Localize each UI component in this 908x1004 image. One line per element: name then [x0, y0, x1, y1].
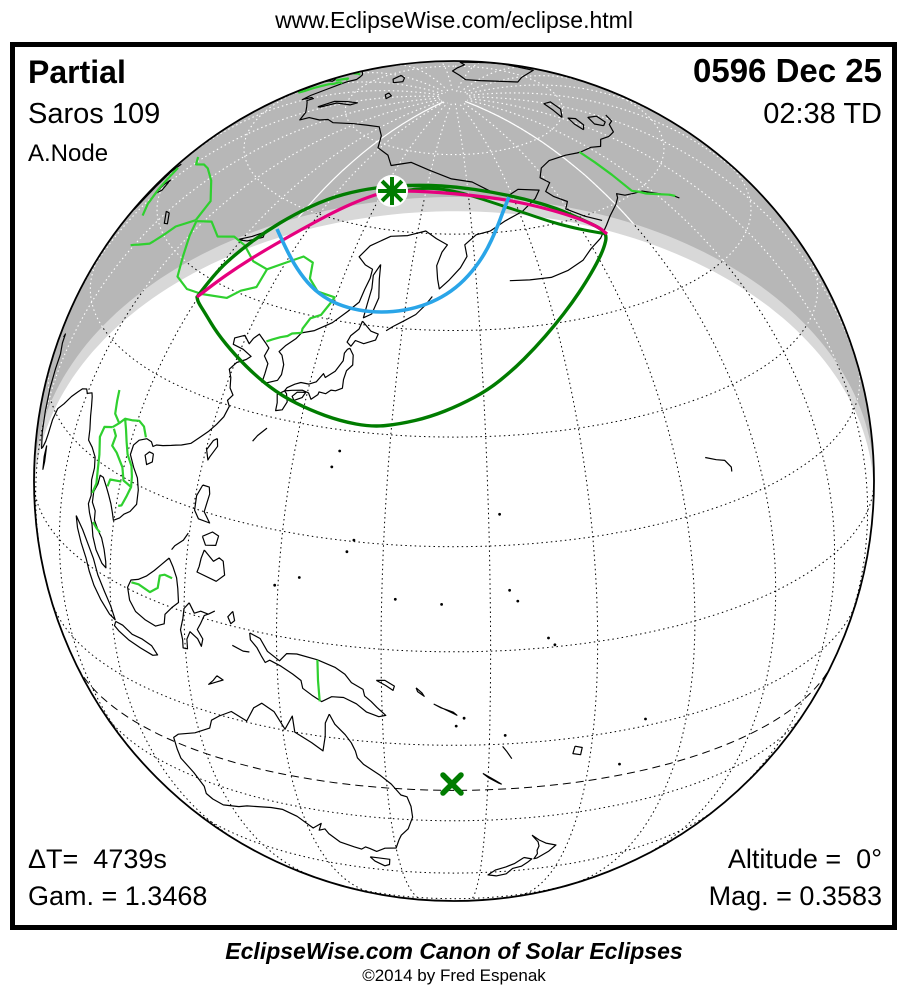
- island-speck: [345, 550, 349, 554]
- subsolar-point-marker: [440, 772, 464, 796]
- island-speck: [462, 716, 466, 720]
- island-speck: [547, 636, 550, 640]
- globe-disc: [34, 61, 874, 901]
- node-label: A.Node: [28, 140, 109, 167]
- globe-layers: [34, 61, 874, 901]
- delta-t-value: ΔT= 4739s: [28, 844, 167, 874]
- gamma-value: Gam. = 1.3468: [28, 881, 208, 911]
- eclipse-date-label: 0596 Dec 25: [693, 52, 882, 89]
- country-borders: [91, 72, 676, 702]
- greatest-eclipse-marker: [378, 177, 406, 205]
- coastlines: [41, 61, 733, 877]
- island-speck: [393, 597, 397, 601]
- saros-label: Saros 109: [28, 98, 161, 130]
- copyright-notice: ©2014 by Fred Espenak: [362, 966, 546, 985]
- island-speck: [297, 576, 301, 579]
- eclipse-inner-curve: [391, 186, 608, 236]
- eclipse-time-label: 02:38 TD: [763, 98, 882, 130]
- island-speck: [273, 583, 277, 587]
- island-speck: [553, 643, 557, 647]
- altitude-value: Altitude = 0°: [727, 844, 882, 874]
- site-url-link[interactable]: www.EclipseWise.com/eclipse.html: [275, 7, 633, 33]
- canon-title: EclipseWise.com Canon of Solar Eclipses: [225, 938, 683, 964]
- island-speck: [498, 512, 501, 516]
- island-speck: [440, 603, 443, 606]
- island-speck: [503, 734, 507, 737]
- island-speck: [454, 724, 458, 728]
- tropic-capricorn-line: [76, 665, 832, 791]
- island-speck: [338, 449, 342, 453]
- island-speck: [352, 538, 356, 542]
- night-shading: [34, 61, 874, 487]
- eclipse-outer-limit-curve: [195, 183, 608, 428]
- island-speck: [508, 588, 511, 592]
- island-speck: [516, 599, 520, 603]
- island-speck: [330, 465, 334, 469]
- globe-limb: [33, 60, 875, 902]
- magnitude-value: Mag. = 0.3583: [708, 881, 882, 911]
- eclipse-type-label: Partial: [28, 54, 126, 90]
- island-speck: [618, 762, 621, 766]
- island-speck: [644, 717, 647, 721]
- sunrise-sunset-curve: [275, 196, 511, 314]
